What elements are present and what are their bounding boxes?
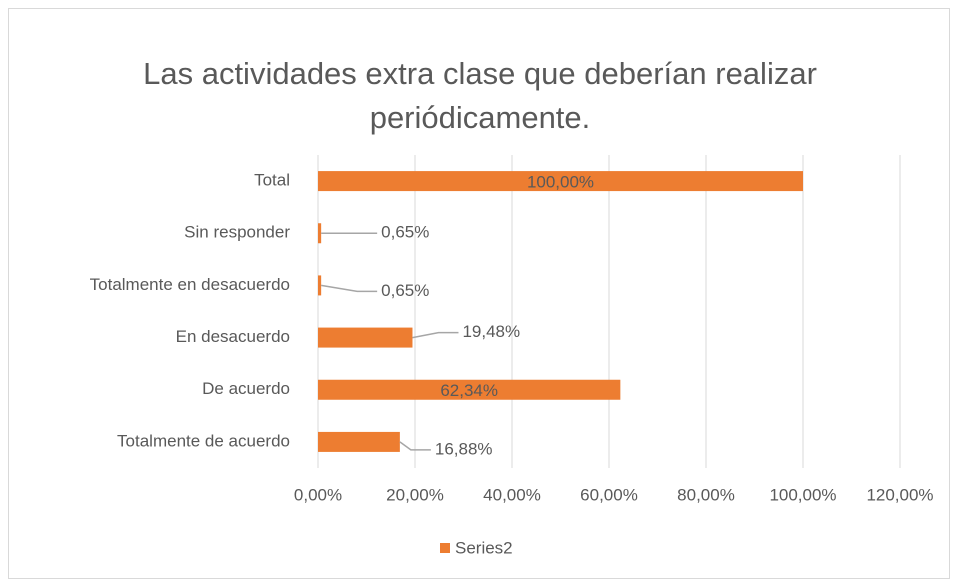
y-tick-label: Sin responder: [184, 223, 290, 242]
y-tick-label: Total: [254, 171, 290, 190]
data-label: 62,34%: [440, 381, 498, 400]
leader-line: [412, 331, 459, 339]
y-tick-label: Totalmente de acuerdo: [117, 431, 290, 450]
bar: [318, 431, 400, 452]
data-label: 16,88%: [435, 439, 493, 458]
leader-line: [321, 284, 378, 293]
x-tick-label: 0,00%: [294, 485, 342, 504]
data-label: 0,65%: [381, 223, 429, 242]
bar: [318, 275, 322, 296]
leader-line: [399, 441, 431, 451]
legend-swatch: [440, 543, 450, 553]
data-label: 19,48%: [462, 322, 520, 341]
y-tick-label: Totalmente en desacuerdo: [90, 275, 290, 294]
data-label: 0,65%: [381, 281, 429, 300]
bar: [318, 379, 621, 400]
legend-label: Series2: [455, 538, 513, 557]
x-tick-label: 60,00%: [580, 485, 638, 504]
chart-title: Las actividades extra clase que deberían…: [143, 56, 817, 135]
bar: [318, 223, 322, 244]
y-tick-label: En desacuerdo: [176, 327, 290, 346]
y-tick-label: De acuerdo: [202, 379, 290, 398]
x-tick-label: 40,00%: [483, 485, 541, 504]
x-tick-label: 100,00%: [769, 485, 836, 504]
data-label: 100,00%: [527, 173, 594, 192]
bar: [318, 171, 803, 192]
bar: [318, 327, 413, 348]
x-tick-label: 20,00%: [386, 485, 444, 504]
x-tick-label: 80,00%: [677, 485, 735, 504]
x-tick-label: 120,00%: [866, 485, 933, 504]
chart-border: [8, 8, 950, 579]
